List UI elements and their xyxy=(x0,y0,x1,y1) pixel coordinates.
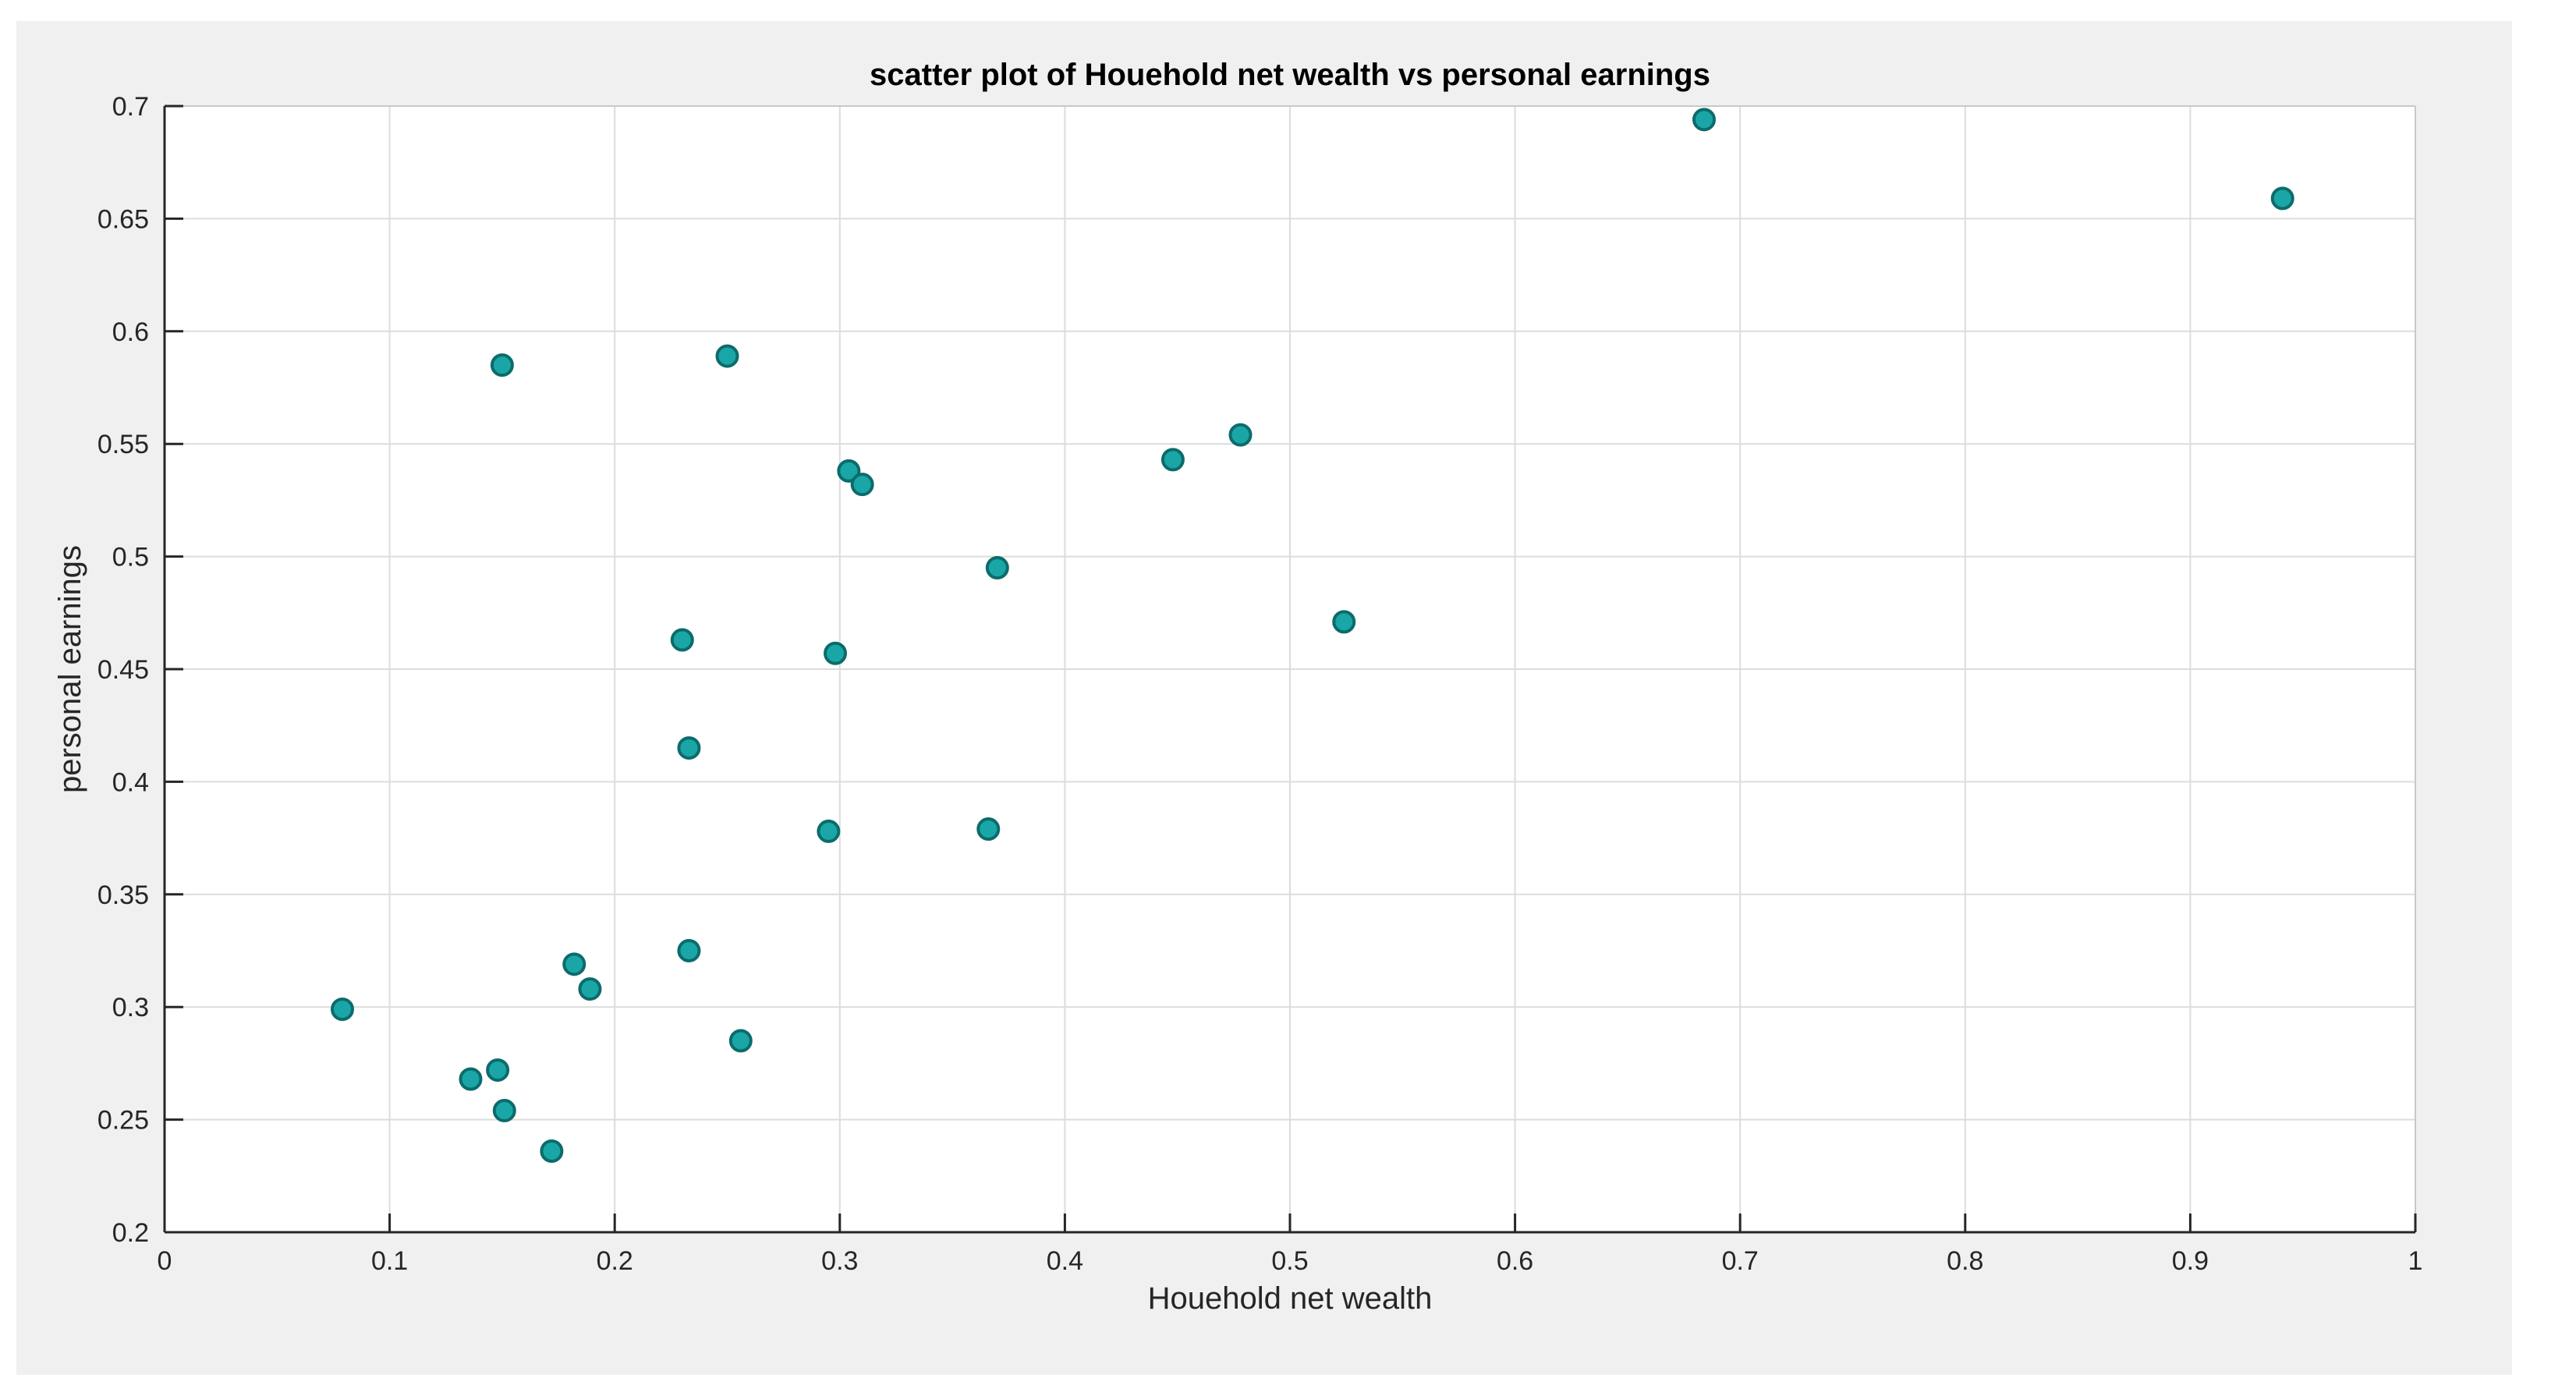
y-tick-label: 0.55 xyxy=(97,430,149,459)
x-tick-label: 0.1 xyxy=(371,1246,408,1276)
y-tick-label: 0.5 xyxy=(112,543,149,572)
x-axis-label: Houehold net wealth xyxy=(1148,1281,1433,1316)
x-tick-label: 0.3 xyxy=(821,1246,858,1276)
x-tick-label: 0.4 xyxy=(1047,1246,1083,1276)
x-tick-label: 0.8 xyxy=(1947,1246,1983,1276)
data-point xyxy=(492,1099,516,1123)
y-tick-label: 0.35 xyxy=(97,880,149,910)
data-point xyxy=(1692,108,1717,132)
data-point xyxy=(677,939,701,962)
data-point xyxy=(486,1058,510,1082)
tick-labels: 0 0.1 0.2 0.3 0.4 0.5 0.6 0.7 0.8 0.9 1 0.2 0.25 0.3 0… xyxy=(97,92,2423,1276)
x-tick-label: 1 xyxy=(2408,1246,2423,1276)
y-tick-label: 0.3 xyxy=(112,993,149,1022)
y-tick-label: 0.6 xyxy=(112,317,149,347)
x-tick-label: 0.6 xyxy=(1497,1246,1533,1276)
data-point xyxy=(670,628,694,652)
data-point xyxy=(1160,448,1185,472)
data-point xyxy=(540,1139,564,1164)
data-point xyxy=(459,1067,483,1091)
data-point xyxy=(715,344,739,368)
data-point xyxy=(850,473,874,497)
data-point xyxy=(330,997,354,1022)
x-tick-label: 0.5 xyxy=(1271,1246,1308,1276)
y-tick-label: 0.7 xyxy=(112,92,149,122)
data-point xyxy=(490,353,514,377)
y-tick-label: 0.25 xyxy=(97,1106,149,1136)
data-point xyxy=(562,952,586,976)
data-point xyxy=(578,977,602,1001)
y-axis-label: personal earnings xyxy=(53,545,87,793)
axes xyxy=(163,105,2417,1234)
data-point xyxy=(817,819,841,843)
data-point xyxy=(824,641,848,665)
data-point xyxy=(728,1029,753,1053)
y-tick-label: 0.4 xyxy=(112,767,149,797)
data-point xyxy=(2270,186,2294,211)
data-point xyxy=(1332,610,1356,634)
x-tick-label: 0.2 xyxy=(597,1246,633,1276)
data-point xyxy=(677,736,701,760)
data-points xyxy=(330,108,2294,1164)
x-tick-label: 0 xyxy=(158,1246,172,1276)
scatter-chart: 0 0.1 0.2 0.3 0.4 0.5 0.6 0.7 0.8 0.9 1 0.2 0.25 0.3 0… xyxy=(53,58,2423,1316)
y-tick-label: 0.45 xyxy=(97,655,149,685)
data-point xyxy=(985,556,1009,580)
chart-title: scatter plot of Houehold net wealth vs p… xyxy=(870,58,1710,92)
figure-window: 0 0.1 0.2 0.3 0.4 0.5 0.6 0.7 0.8 0.9 1 0.2 0.25 0.3 0… xyxy=(16,21,2512,1375)
data-point xyxy=(976,817,1001,841)
data-point xyxy=(1228,423,1253,447)
y-tick-label: 0.65 xyxy=(97,204,149,234)
y-tick-label: 0.2 xyxy=(112,1218,149,1248)
x-tick-label: 0.9 xyxy=(2172,1246,2209,1276)
x-tick-label: 0.7 xyxy=(1722,1246,1759,1276)
data-point xyxy=(837,459,861,483)
